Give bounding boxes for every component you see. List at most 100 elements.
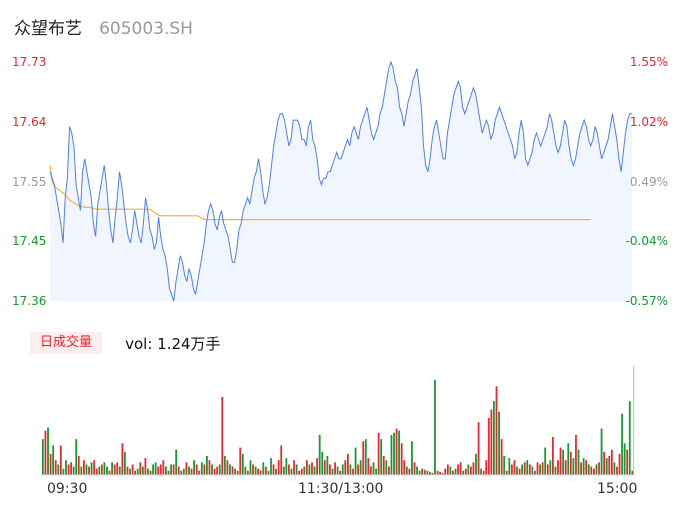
- volume-bar: [103, 462, 106, 475]
- volume-bar: [95, 468, 98, 475]
- volume-bar: [262, 462, 265, 475]
- volume-bar: [554, 466, 557, 475]
- volume-bar: [85, 464, 88, 475]
- volume-bar: [203, 464, 206, 475]
- volume-bar: [587, 464, 590, 475]
- volume-bar: [254, 466, 257, 475]
- volume-bar: [521, 464, 524, 475]
- volume-bar: [193, 460, 195, 475]
- volume-bar: [539, 464, 541, 475]
- volume-bar: [408, 468, 411, 475]
- volume-bar: [595, 464, 598, 475]
- volume-bar: [182, 468, 185, 475]
- volume-bar: [590, 466, 593, 475]
- volume-bar: [49, 453, 52, 475]
- price-area-fill: [50, 62, 632, 301]
- volume-bar: [141, 466, 144, 475]
- volume-bar: [518, 468, 521, 475]
- price-tick-label: 17.64: [12, 114, 47, 129]
- volume-bar: [316, 458, 319, 475]
- volume-bar: [444, 468, 447, 475]
- volume-bar: [282, 466, 285, 475]
- volume-bar: [475, 453, 477, 475]
- volume-bar: [321, 451, 324, 475]
- volume-bar: [336, 466, 339, 475]
- volume-bar: [608, 456, 611, 475]
- volume-bar: [459, 462, 462, 475]
- volume-bar: [400, 443, 403, 475]
- volume-bar: [387, 466, 390, 475]
- percent-tick-label: 1.55%: [629, 55, 668, 69]
- volume-bar: [211, 464, 213, 475]
- volume-bar: [557, 460, 559, 475]
- volume-bar: [621, 413, 623, 475]
- volume-bar: [510, 464, 513, 475]
- price-tick-label: 17.55: [12, 174, 47, 189]
- volume-bar: [413, 462, 416, 475]
- volume-bar: [293, 460, 295, 475]
- volume-bar: [308, 464, 311, 475]
- volume-bar: [472, 462, 475, 475]
- volume-bar: [531, 466, 534, 475]
- volume-bar: [339, 470, 342, 475]
- volume-bar: [352, 468, 354, 475]
- volume-bar: [100, 464, 103, 475]
- volume-bar: [236, 470, 239, 475]
- time-tick-label: 09:30: [47, 481, 88, 497]
- volume-bar: [159, 464, 162, 475]
- volume-bar: [280, 445, 283, 475]
- volume-bar: [462, 470, 465, 475]
- volume-bar: [495, 386, 498, 475]
- volume-bar: [505, 470, 508, 475]
- volume-bar: [346, 453, 349, 475]
- volume-bar: [449, 466, 452, 475]
- volume-bar: [111, 462, 113, 475]
- volume-bar: [118, 466, 121, 475]
- volume-bar: [536, 462, 539, 475]
- volume-bar: [628, 401, 631, 475]
- volume-bar: [272, 464, 275, 475]
- volume-bar: [610, 449, 613, 475]
- volume-bar: [139, 462, 142, 475]
- volume-bar: [134, 470, 137, 475]
- volume-bar: [93, 460, 96, 475]
- price-tick-label: 17.45: [12, 234, 47, 249]
- volume-bar: [623, 443, 626, 475]
- volume-bar: [331, 468, 334, 475]
- volume-bar: [341, 464, 344, 475]
- volume-bar: [65, 460, 67, 475]
- volume-bar: [108, 470, 111, 475]
- volume-bar: [575, 434, 577, 475]
- volume-bar: [267, 470, 270, 475]
- volume-bar: [477, 422, 480, 475]
- volume-bar: [593, 468, 595, 475]
- volume-bar: [113, 464, 116, 475]
- volume-bar: [188, 466, 190, 475]
- volume-bar: [144, 458, 147, 475]
- volume-bar: [72, 466, 75, 475]
- volume-bar: [131, 464, 134, 475]
- percent-tick-label: -0.04%: [625, 234, 668, 249]
- volume-bar: [500, 439, 503, 475]
- volume-bar: [285, 458, 288, 475]
- volume-bar: [200, 462, 203, 475]
- volume-bar: [223, 456, 226, 475]
- volume-bar: [585, 460, 588, 475]
- volume-bar: [170, 464, 172, 475]
- volume-bar: [541, 462, 544, 475]
- volume-bar: [180, 470, 183, 475]
- volume-bar: [323, 460, 326, 475]
- volume-bar: [582, 458, 585, 475]
- volume-bar: [44, 430, 47, 475]
- volume-bar: [124, 451, 126, 475]
- volume-tab[interactable]: 日成交量: [30, 332, 103, 354]
- volume-bar: [354, 447, 357, 475]
- volume-bar: [62, 468, 65, 475]
- volume-bar: [359, 460, 362, 475]
- volume-bar: [198, 470, 201, 475]
- volume-bar: [231, 466, 234, 475]
- volume-bar: [303, 466, 306, 475]
- volume-bar: [185, 462, 188, 475]
- volume-bar: [344, 460, 347, 475]
